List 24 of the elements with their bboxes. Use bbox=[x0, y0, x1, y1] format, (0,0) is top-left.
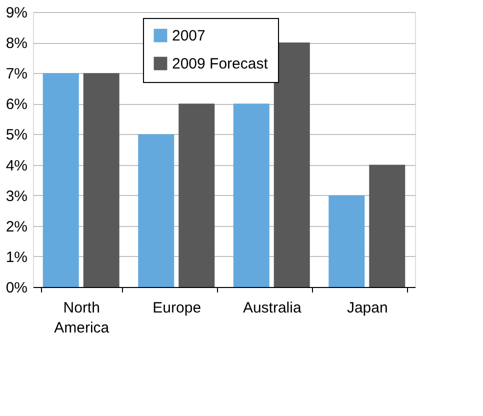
legend-label: 2007 bbox=[172, 28, 206, 44]
y-tick-label: 9% bbox=[6, 4, 28, 22]
bar bbox=[178, 104, 215, 287]
x-tick-label: Japan bbox=[346, 300, 388, 316]
bar bbox=[83, 73, 120, 287]
y-tick-label: 1% bbox=[6, 248, 28, 266]
x-tick-label: North America bbox=[54, 300, 110, 336]
y-tick-label: 2% bbox=[6, 218, 28, 236]
y-tick-label: 0% bbox=[6, 280, 28, 296]
bar bbox=[328, 195, 365, 287]
y-tick-label: 7% bbox=[6, 66, 28, 83]
y-tick-label: 8% bbox=[6, 35, 28, 52]
bar bbox=[369, 164, 406, 287]
x-tick-label: Australia bbox=[242, 300, 302, 316]
y-tick-label: 6% bbox=[6, 96, 28, 114]
legend-label: 2009 Forecast bbox=[172, 56, 269, 72]
bar bbox=[138, 134, 174, 287]
y-tick-label: 3% bbox=[6, 188, 28, 205]
y-tick-label: 4% bbox=[6, 157, 28, 174]
bar bbox=[233, 104, 270, 287]
y-tick-label: 5% bbox=[6, 126, 28, 144]
x-tick-label: Europe bbox=[152, 300, 202, 316]
bar bbox=[274, 42, 310, 287]
bar bbox=[42, 73, 79, 287]
